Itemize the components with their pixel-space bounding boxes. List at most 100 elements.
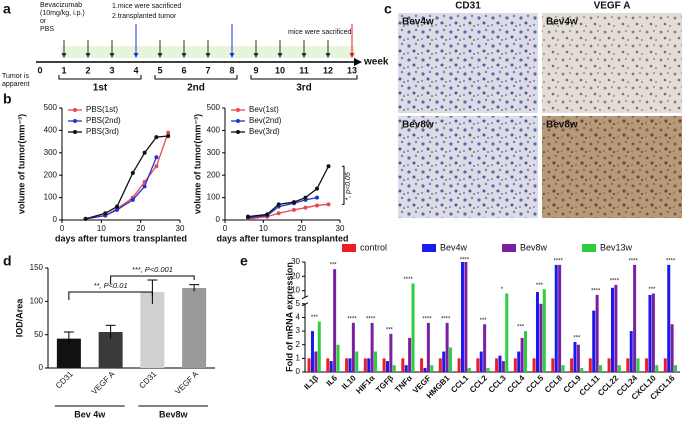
significance: **** bbox=[628, 258, 638, 264]
bar bbox=[363, 358, 367, 372]
dose-arrow-head bbox=[253, 53, 259, 58]
legend-label: PBS(1st) bbox=[86, 105, 118, 114]
y-tick-label: 100 bbox=[30, 296, 44, 305]
week-label: 13 bbox=[347, 65, 357, 75]
legend-label: Bev(2nd) bbox=[249, 116, 282, 125]
significance: *** bbox=[517, 325, 525, 331]
bar bbox=[326, 358, 330, 372]
treatment-note: Bevacizumab bbox=[40, 2, 82, 9]
legend-marker bbox=[236, 130, 240, 134]
week-label: 0 bbox=[37, 65, 42, 75]
bar bbox=[517, 351, 521, 372]
row-label: Bev4w bbox=[402, 17, 434, 28]
column-label: VEGF A bbox=[594, 1, 631, 12]
series-line bbox=[85, 135, 169, 220]
bar bbox=[479, 351, 483, 372]
bar bbox=[645, 358, 649, 372]
point bbox=[265, 212, 270, 217]
bar bbox=[655, 365, 659, 372]
y-tick-label: 150 bbox=[30, 263, 44, 272]
x-tick-label: 30 bbox=[176, 224, 185, 233]
bar bbox=[389, 333, 393, 372]
y-tick-label: 50 bbox=[34, 330, 43, 339]
column-label: CD31 bbox=[455, 1, 481, 12]
point bbox=[115, 204, 120, 209]
bar bbox=[314, 351, 318, 372]
legend-marker bbox=[236, 119, 240, 123]
y-tick-label: 500 bbox=[44, 103, 58, 112]
y-axis-label: volume of tumor(mm⁻³) bbox=[16, 114, 26, 214]
bar bbox=[614, 284, 618, 372]
start-note: apparent bbox=[2, 81, 30, 88]
bar bbox=[420, 358, 424, 372]
significance: **** bbox=[441, 316, 451, 322]
bar bbox=[573, 341, 577, 372]
phase-bracket bbox=[250, 75, 358, 80]
bar bbox=[542, 289, 546, 372]
bar bbox=[408, 337, 412, 372]
bar bbox=[423, 367, 427, 372]
bar bbox=[532, 358, 536, 372]
y-axis-label: IOD/Area bbox=[14, 298, 24, 338]
bar bbox=[599, 365, 603, 372]
dose-arrow-head bbox=[85, 53, 91, 58]
bar bbox=[551, 358, 555, 372]
bar bbox=[370, 322, 374, 372]
legend-label: Bev(3rd) bbox=[249, 127, 280, 136]
legend-marker bbox=[73, 119, 77, 123]
panel-label: d bbox=[3, 253, 12, 269]
legend-label: control bbox=[360, 242, 387, 252]
point bbox=[276, 202, 281, 207]
group-label: Bev 4w bbox=[74, 409, 106, 419]
x-tick-label: 20 bbox=[136, 224, 145, 233]
x-tick-label: CCL2 bbox=[468, 373, 490, 395]
y-tick-label: 0 bbox=[216, 215, 221, 224]
phase-label: 2nd bbox=[187, 83, 205, 94]
x-tick-label: 0 bbox=[223, 224, 228, 233]
point bbox=[326, 164, 331, 169]
point bbox=[166, 134, 171, 138]
week-label: 2 bbox=[85, 65, 90, 75]
sig-bracket bbox=[68, 291, 153, 300]
bar bbox=[401, 358, 405, 372]
x-axis-label: days after tumors transplanted bbox=[55, 233, 187, 243]
legend-marker bbox=[236, 108, 240, 112]
transplant-note: 2.transplanted tumor bbox=[112, 13, 177, 20]
point bbox=[103, 211, 108, 216]
point bbox=[142, 184, 147, 189]
bar bbox=[307, 358, 311, 372]
bar bbox=[486, 367, 490, 372]
significance: **** bbox=[403, 277, 413, 283]
dose-arrow-head bbox=[61, 53, 67, 58]
row-label: Bev8w bbox=[546, 120, 578, 131]
ihc-image bbox=[398, 116, 538, 218]
y-tick-label: 300 bbox=[207, 148, 221, 157]
x-tick-label: VEGF A bbox=[173, 369, 200, 396]
sig-bracket bbox=[110, 275, 195, 284]
point bbox=[83, 216, 88, 221]
row-label: Bev4w bbox=[546, 17, 578, 28]
week-label: 8 bbox=[229, 65, 234, 75]
point bbox=[315, 203, 319, 208]
significance: *** bbox=[330, 263, 338, 269]
bar bbox=[392, 365, 396, 372]
bar bbox=[595, 294, 599, 372]
week-label: 7 bbox=[205, 65, 210, 75]
week-label: 1 bbox=[61, 65, 66, 75]
axis-arrow bbox=[354, 58, 362, 66]
treatment-note: or bbox=[40, 18, 47, 25]
bar bbox=[317, 321, 321, 372]
point bbox=[115, 207, 120, 212]
dose-arrow-head bbox=[133, 53, 139, 58]
bar bbox=[667, 264, 671, 372]
x-tick-label: 10 bbox=[97, 224, 106, 233]
dose-arrow-head bbox=[205, 53, 211, 58]
point bbox=[303, 195, 308, 200]
x-tick-label: VEGF A bbox=[90, 369, 117, 396]
significance: **** bbox=[460, 258, 470, 264]
bar bbox=[576, 344, 580, 372]
week-label: 3 bbox=[109, 65, 114, 75]
bar bbox=[501, 361, 505, 372]
bar bbox=[445, 322, 449, 372]
point bbox=[154, 135, 159, 140]
